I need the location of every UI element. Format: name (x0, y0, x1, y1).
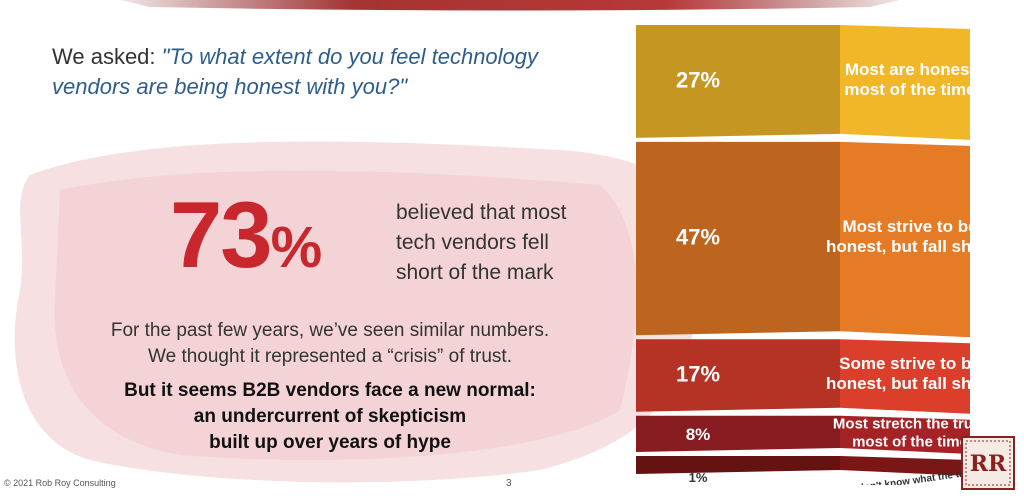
context-line: For the past few years, we’ve seen simil… (110, 320, 550, 341)
segment-side-face (840, 141, 970, 338)
stat-percent: % (270, 215, 323, 280)
value-label: 17% (676, 362, 720, 387)
context-paragraph: For the past few years, we’ve seen simil… (60, 318, 600, 370)
value-label: 8% (686, 425, 711, 444)
category-label: most of the time (844, 80, 975, 99)
category-label: Most are honest (845, 60, 976, 79)
category-label: most of the time (852, 433, 968, 450)
top-accent-bar (120, 0, 900, 11)
segment-front-face (636, 141, 840, 336)
segment-side-face (840, 456, 970, 476)
context-line: We thought it represented a “crisis” of … (148, 346, 512, 367)
category-label: honest, but fall short (826, 237, 994, 256)
category-label: Most stretch the truth (833, 415, 987, 432)
emphasis-line: But it seems B2B vendors face a new norm… (124, 380, 536, 401)
stat-text-line: short of the mark (396, 261, 554, 284)
emphasis-line: built up over years of hype (209, 432, 451, 453)
stat-text-line: believed that most (396, 201, 567, 224)
question-line-2: vendors are being honest with you?" (52, 74, 408, 99)
value-label: 1% (689, 470, 708, 485)
segment-front-face (636, 456, 840, 474)
page-number: 3 (506, 478, 512, 489)
emphasis-paragraph: But it seems B2B vendors face a new norm… (60, 378, 600, 456)
question-text-1: "To what extent do you feel technology (161, 44, 539, 69)
rr-logo: RR (961, 436, 1015, 490)
value-label: 27% (676, 67, 720, 92)
segment-side-face (840, 415, 970, 454)
footer-copyright: © 2021 Rob Roy Consulting (4, 478, 116, 488)
segment-front-face (636, 339, 840, 412)
question-prefix: We asked: (52, 44, 162, 69)
emphasis-line: an undercurrent of skepticism (193, 406, 467, 427)
category-label: Some strive to be (839, 354, 981, 373)
segment-side-face (840, 25, 970, 140)
stat-description: believed that most tech vendors fell sho… (396, 198, 636, 288)
segment-front-face (636, 25, 840, 138)
value-label: 47% (676, 225, 720, 250)
headline-stat: 73% (170, 188, 322, 282)
stat-number: 73 (170, 182, 273, 287)
chart-segment-5: 1% Many don't know what the truth is (636, 456, 990, 485)
category-label: Most strive to be (842, 217, 977, 236)
stat-text-line: tech vendors fell (396, 231, 549, 254)
question-line-1: We asked: "To what extent do you feel te… (52, 42, 538, 72)
category-label: honest, but fall short (826, 374, 994, 393)
segment-front-face (636, 415, 840, 452)
segment-side-face (840, 339, 970, 414)
logo-text: RR (970, 451, 1007, 477)
